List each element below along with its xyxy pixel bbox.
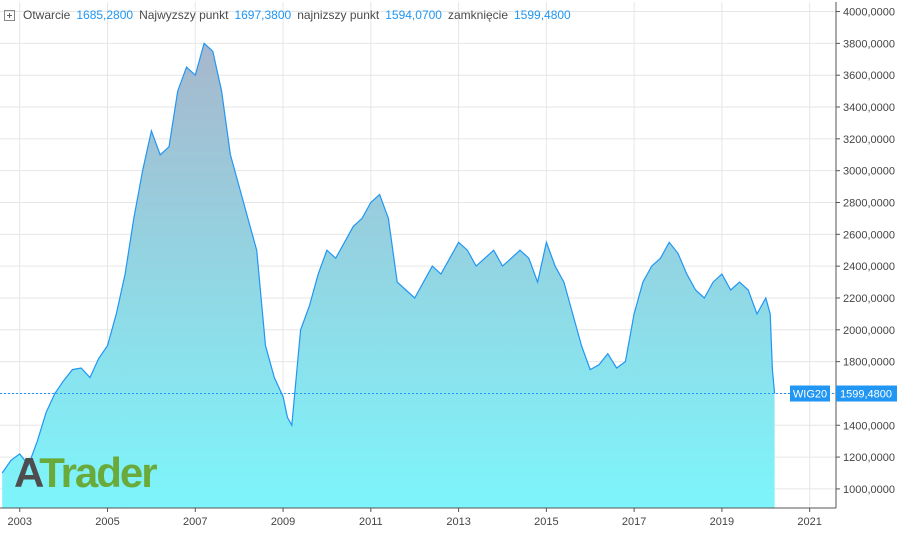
y-tick-label: 1000,0000 (843, 484, 895, 496)
y-tick-label: 1400,0000 (843, 420, 895, 432)
ohlc-legend: Otwarcie 1685,2800 Najwyzszy punkt 1697,… (4, 8, 571, 22)
axes: 1000,0000 1200,0000 1400,0000 1800,0000 2000… (0, 2, 895, 528)
expand-toggle-icon[interactable] (4, 9, 15, 21)
last-value-label: 1599,4800 (840, 389, 892, 401)
x-tick-label: 2005 (95, 516, 119, 528)
y-tick-label: 2000,0000 (843, 325, 895, 337)
series-line-wig20 (1, 42, 776, 474)
x-tick-label: 2017 (622, 516, 646, 528)
high-value: 1697,3800 (234, 8, 292, 22)
x-tick-label: 2015 (534, 516, 558, 528)
y-tick-label: 1200,0000 (843, 452, 895, 464)
series-name-badge (790, 385, 830, 402)
x-tick-label: 2021 (797, 516, 821, 528)
y-tick-label: 2400,0000 (843, 261, 895, 273)
y-tick-label: 2800,0000 (843, 197, 895, 209)
x-tick-label: 2011 (359, 516, 383, 528)
open-value: 1685,2800 (76, 8, 134, 22)
low-label: najnizszy punkt (297, 8, 380, 22)
x-tick-label: 2013 (446, 516, 470, 528)
x-tick-label: 2007 (183, 516, 207, 528)
attrader-logo: ATrader (14, 449, 158, 496)
series-name-label: WIG20 (793, 389, 827, 401)
open-label: Otwarcie (23, 8, 71, 22)
low-value: 1594,0700 (385, 8, 442, 22)
high-label: Najwyzszy punkt (139, 8, 229, 22)
close-label: zamknięcie (447, 8, 508, 22)
y-tick-label: 2200,0000 (843, 293, 895, 305)
close-value: 1599,4800 (514, 8, 571, 22)
y-tick-label: 3400,0000 (843, 102, 895, 114)
x-tick-label: 2003 (8, 516, 32, 528)
y-tick-label: 4000,0000 (843, 7, 895, 19)
y-tick-label: 3200,0000 (843, 134, 895, 146)
y-tick-label: 3000,0000 (843, 166, 895, 178)
y-tick-label: 1800,0000 (843, 357, 895, 369)
last-value-badge (836, 385, 897, 402)
y-tick-label: 2600,0000 (843, 229, 895, 241)
y-tick-label: 3800,0000 (843, 38, 895, 50)
last-value-marker: WIG20 1599,4800 (0, 385, 897, 402)
x-tick-label: 2009 (271, 516, 295, 528)
area-fill (2, 43, 775, 509)
y-tick-label: 3600,0000 (843, 70, 895, 82)
x-tick-label: 2019 (710, 516, 734, 528)
area-series (1, 42, 776, 509)
